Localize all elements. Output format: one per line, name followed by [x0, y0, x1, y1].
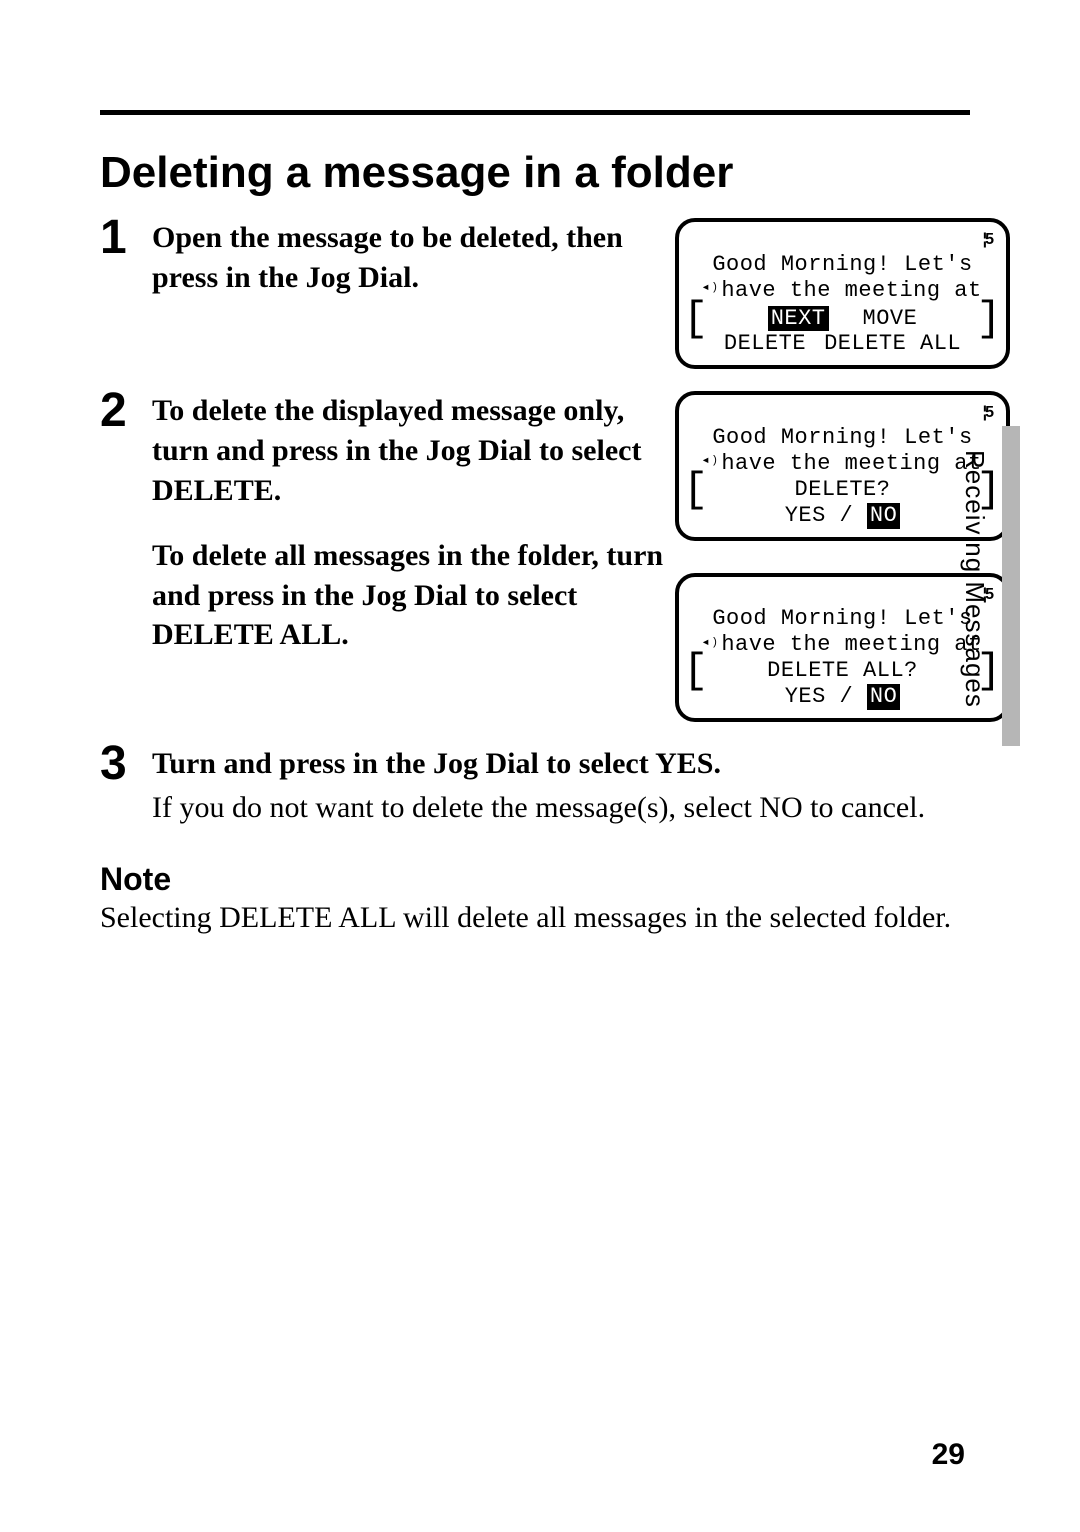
message-line-1: Good Morning! Let's [689, 425, 996, 451]
step-number: 3 [100, 740, 134, 788]
choice-yes: YES [785, 503, 826, 528]
choice-no: NO [867, 503, 900, 529]
message-line-2: have the meeting at [689, 451, 996, 477]
side-tab-bar [1002, 426, 1020, 746]
choice-no: NO [867, 684, 900, 710]
step-number: 1 [100, 214, 134, 262]
note-heading: Note [100, 861, 1010, 898]
menu-next: NEXT [768, 306, 829, 332]
step-2: 2 To delete the displayed message only, … [100, 391, 1010, 722]
count-icon: ¦5 [983, 231, 992, 250]
menu-bracket: NEXT MOVE DELETE DELETE ALL [689, 306, 996, 358]
step-text: To delete the displayed message only, tu… [152, 391, 665, 655]
step-number: 2 [100, 387, 134, 435]
delete-all-prompt: DELETE ALL? [699, 658, 986, 684]
count-icon: ¦5 [983, 404, 992, 423]
steps-list: 1 Open the message to be deleted, then p… [100, 218, 1010, 827]
menu-delete-all: DELETE ALL [824, 331, 961, 357]
step-text: Turn and press in the Jog Dial to select… [152, 744, 1010, 784]
step-1: 1 Open the message to be deleted, then p… [100, 218, 1010, 369]
menu-move: MOVE [863, 306, 918, 332]
delete-prompt: DELETE? [699, 477, 986, 503]
speaker-icon [703, 284, 719, 296]
menu-delete: DELETE [724, 331, 806, 357]
prompt-bracket: DELETE ALL? YES / NO [689, 658, 996, 710]
step-subtext: If you do not want to delete the message… [152, 788, 1010, 828]
prompt-bracket: DELETE? YES / NO [689, 477, 996, 529]
message-line-2: have the meeting at [689, 632, 996, 658]
lcd-screen-1: ¦5 Good Morning! Let's have the meeting … [675, 218, 1010, 369]
choice-line: YES / NO [699, 503, 986, 529]
step-text: Open the message to be deleted, then pre… [152, 218, 665, 297]
choice-yes: YES [785, 684, 826, 709]
choice-line: YES / NO [699, 684, 986, 710]
message-line-2: have the meeting at [689, 278, 996, 304]
top-rule [100, 110, 970, 115]
side-tab-label: Receiving Messages [959, 450, 990, 708]
message-line-1: Good Morning! Let's [689, 606, 996, 632]
note-body: Selecting DELETE ALL will delete all mes… [100, 898, 1010, 938]
step-3: 3 Turn and press in the Jog Dial to sele… [100, 744, 1010, 827]
message-line-1: Good Morning! Let's [689, 252, 996, 278]
page-number: 29 [932, 1438, 965, 1472]
page-title: Deleting a message in a folder [100, 148, 1010, 198]
